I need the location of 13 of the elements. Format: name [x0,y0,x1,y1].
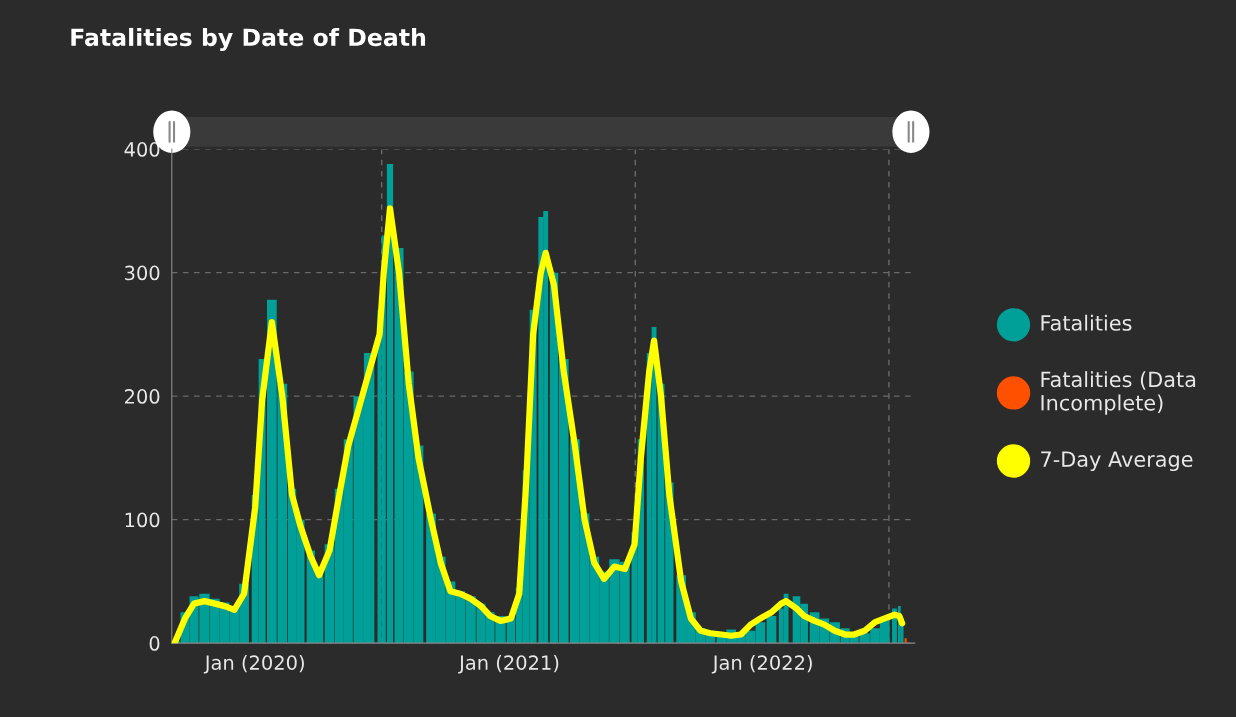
x-tick-label: Jan (2022) [711,654,812,674]
x-tick-label: Jan (2021) [458,654,559,674]
chart-title: Fatalities by Date of Death [71,27,426,51]
y-tick-label: 300 [125,265,160,281]
y-tick-label: 100 [125,512,160,528]
legend-label: 7-Day Average [1041,451,1193,472]
legend-label: Fatalities (Data Incomplete) [1041,371,1196,415]
y-tick-label: 200 [125,389,160,404]
x-tick-label: Jan (2020) [203,654,304,674]
y-tick-label: 400 [124,142,160,157]
y-tick-label: 0 [149,636,160,651]
bar [904,638,907,644]
legend-label: Fatalities [1041,314,1132,331]
